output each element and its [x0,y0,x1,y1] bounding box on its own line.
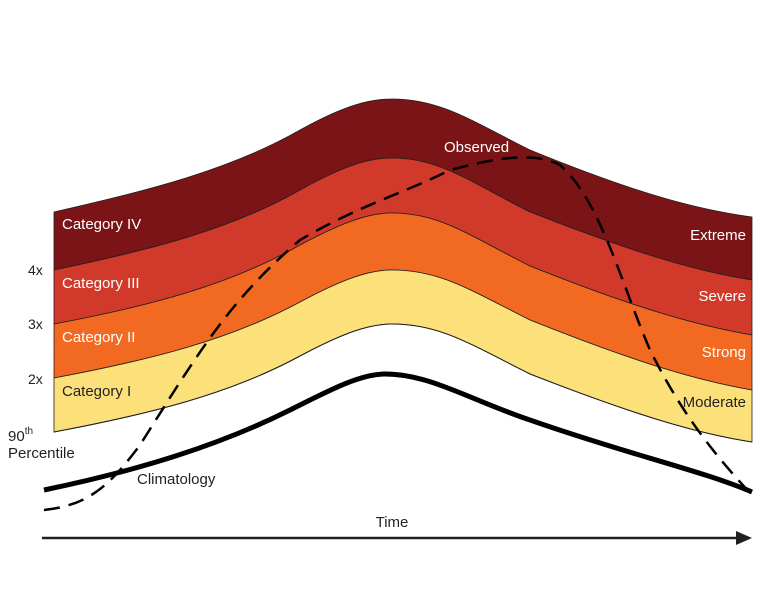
time-axis-arrowhead [736,531,752,545]
multiplier-4x: 4x [28,262,43,278]
label-category-iii: Category III [62,275,140,292]
time-axis-label: Time [376,514,409,531]
threshold-label-line2: Percentile [8,445,75,462]
threshold-label-line1: 90th [8,426,33,445]
threshold-90th-percentile-line [53,323,753,443]
multiplier-2x: 2x [28,371,43,387]
climatology-label: Climatology [137,471,216,488]
label-severe: Severe [698,288,746,305]
label-category-iv: Category IV [62,216,141,233]
label-extreme: Extreme [690,227,746,244]
label-moderate: Moderate [683,394,746,411]
label-category-ii: Category II [62,329,135,346]
label-category-i: Category I [62,383,131,400]
multiplier-3x: 3x [28,316,43,332]
observed-curve [43,156,753,512]
observed-label: Observed [444,139,509,156]
climatology-curve [43,371,753,495]
label-strong: Strong [702,344,746,361]
